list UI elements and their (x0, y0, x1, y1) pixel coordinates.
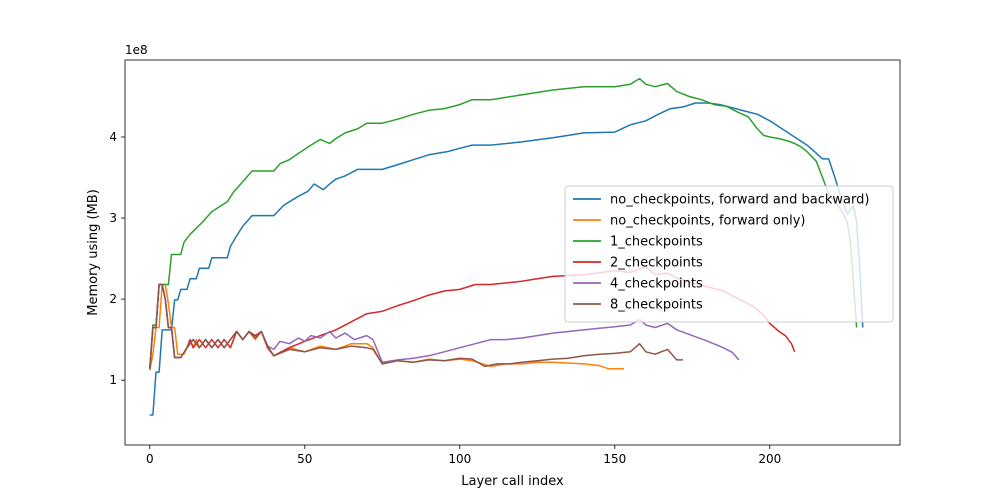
series-line-1 (149, 102, 864, 416)
axes-frame (124, 59, 901, 446)
x-tick-label: 0 (146, 452, 154, 466)
y-scale-label: 1e8 (125, 43, 148, 57)
series-line-2 (149, 283, 625, 371)
legend-entry: no_checkpoints, forward and backward) (610, 193, 869, 208)
x-tick-label: 50 (297, 452, 312, 466)
x-axis-label: Layer call index (461, 474, 564, 489)
legend-entry: no_checkpoints, forward only) (610, 214, 806, 229)
legend-entry: 2_checkpoints (610, 256, 703, 271)
legend-entry: 4_checkpoints (610, 277, 703, 292)
y-tick-label: 4 (109, 130, 117, 144)
legend: no_checkpoints, forward and backward) no_… (564, 185, 894, 323)
y-tick-label: 2 (109, 292, 117, 306)
series-line-3 (149, 77, 858, 369)
series-line-6 (149, 283, 683, 369)
legend-entry: 1_checkpoints (610, 235, 703, 250)
x-tick-label: 200 (758, 452, 781, 466)
x-axis: 0 50 100 150 200 (146, 445, 781, 466)
plot-area (124, 59, 901, 446)
x-tick-label: 150 (603, 452, 626, 466)
y-axis: 1 2 3 4 (109, 130, 125, 387)
y-axis-label: Memory using (MB) (86, 189, 101, 316)
y-tick-label: 3 (109, 211, 117, 225)
legend-entry: 8_checkpoints (610, 298, 703, 313)
y-tick-label: 1 (109, 373, 117, 387)
legend-box (564, 185, 894, 323)
x-tick-label: 100 (448, 452, 471, 466)
